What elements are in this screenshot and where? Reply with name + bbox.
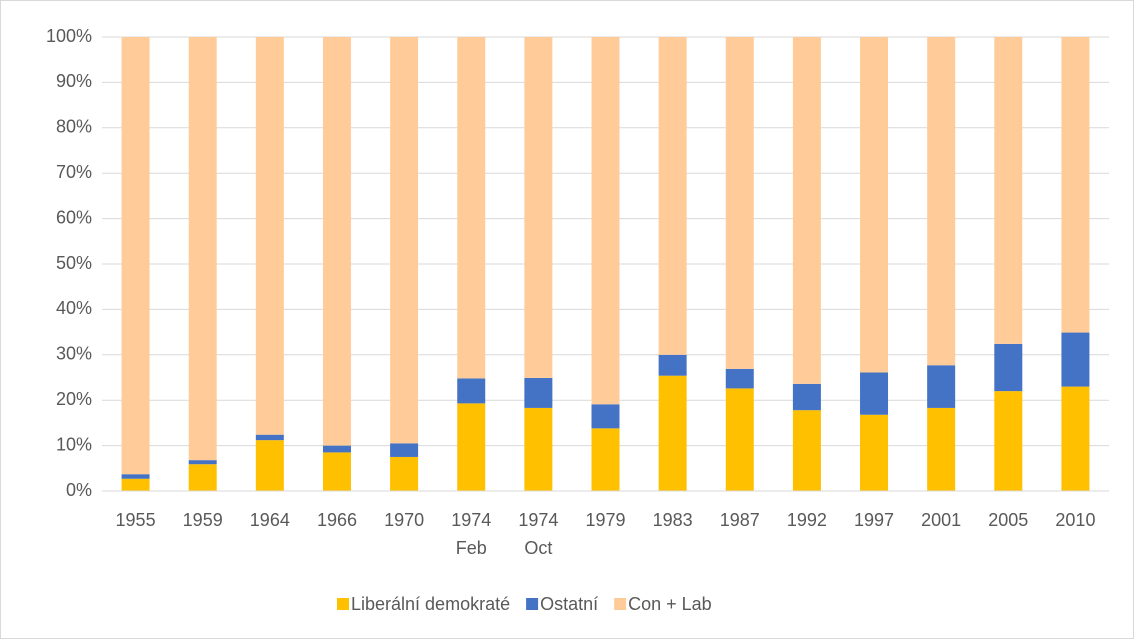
y-tick-label: 30% [56,344,92,364]
y-tick-label: 70% [56,162,92,182]
x-tick-label: 1979 [585,510,625,530]
bar-segment [792,410,821,491]
bar-segment [860,414,889,491]
y-tick-label: 10% [56,434,92,454]
bar-segment [658,375,687,491]
bar-segment [860,37,889,373]
legend-swatch [337,598,349,610]
bar-segment [188,460,217,465]
bar-segment [390,37,419,444]
bar-segment [457,378,486,404]
y-tick-label: 60% [56,207,92,227]
bar-segment [994,391,1023,491]
bar-segment [725,368,754,389]
bar-segment [1061,332,1090,387]
x-tick-label: 2001 [921,510,961,530]
x-tick-label: 1966 [317,510,357,530]
bar-segment [591,37,620,405]
bar-segment [255,434,284,441]
legend-swatch [614,598,627,610]
x-tick-label: 2010 [1055,510,1095,530]
bar-segment [1061,386,1090,491]
legend-label: Liberální demokraté [351,594,510,614]
bar-segment [994,343,1023,392]
bar-segment [390,443,419,457]
bar-segment [1061,37,1090,333]
x-tick-label: 1974 Oct [518,510,558,558]
x-tick-label: 1983 [653,510,693,530]
bar-segment [322,445,351,453]
bar-segment [322,37,351,446]
legend-label: Con + Lab [628,594,712,614]
bar-segment [591,404,620,429]
x-tick-label: 1974 Feb [451,510,491,558]
bar-segment [658,354,687,376]
bar-segment [524,407,553,491]
y-tick-label: 90% [56,71,92,91]
bar-segment [457,403,486,491]
bar-segment [860,372,889,415]
bar-segment [725,388,754,491]
bar-segment [457,37,486,379]
x-tick-label: 1959 [183,510,223,530]
x-tick-label: 1997 [854,510,894,530]
y-tick-label: 0% [66,480,92,500]
y-tick-label: 100% [46,26,92,46]
y-tick-label: 80% [56,117,92,137]
bar-segment [121,474,150,479]
y-tick-label: 20% [56,389,92,409]
bar-segment [927,407,956,491]
x-tick-label: 1955 [116,510,156,530]
bar-segment [591,428,620,491]
bar-segment [255,440,284,491]
x-tick-label: 1992 [787,510,827,530]
bar-segment [188,464,217,491]
y-tick-label: 40% [56,298,92,318]
bar-segment [792,383,821,411]
x-tick-label: 1970 [384,510,424,530]
y-tick-label: 50% [56,253,92,273]
bar-segment [524,37,553,378]
bar-segment [390,456,419,491]
bar-segment [927,37,956,366]
x-tick-label: 1964 [250,510,290,530]
legend-label: Ostatní [540,594,598,614]
bar-segment [121,478,150,491]
bar-segment [658,37,687,355]
bar-segment [524,377,553,408]
bar-segment [188,37,217,461]
bar-segment [994,37,1023,344]
bar-segment [927,365,956,408]
bar-segment [725,37,754,369]
bar-segment [322,452,351,491]
x-tick-label: 1987 [720,510,760,530]
bar-segment [255,37,284,435]
legend-swatch [526,598,539,610]
bar-segment [121,37,150,475]
x-tick-label: 2005 [988,510,1028,530]
bar-segment [792,37,821,384]
